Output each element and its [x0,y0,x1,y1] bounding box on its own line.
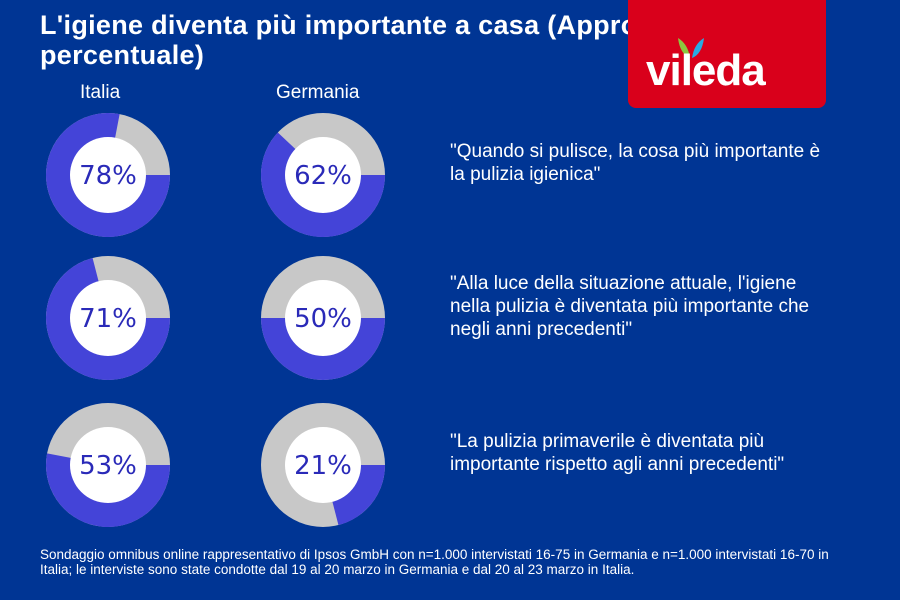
statement-1: "Quando si pulisce, la cosa più importan… [450,141,821,185]
donut-label-italia-3: 53% [79,451,137,481]
column-label-italia: Italia [80,82,121,103]
footnote: Sondaggio omnibus online rappresentativo… [40,547,829,577]
donut-hole [70,137,146,213]
donut-label-germania-3: 21% [294,451,352,481]
donut-label-germania-2: 50% [294,304,352,334]
donut-hole [285,280,361,356]
column-label-germania: Germania [276,82,360,103]
statement-3: "La pulizia primaverile è diventata più … [450,431,785,475]
donut-label-italia-2: 71% [79,304,137,334]
statement-2: "Alla luce della situazione attuale, l'i… [450,273,810,340]
logo-text: vileda [646,46,766,95]
donut-label-germania-1: 62% [294,161,352,191]
donut-hole [70,427,146,503]
donut-hole [70,280,146,356]
donut-hole [285,137,361,213]
donut-label-italia-1: 78% [79,161,137,191]
vileda-logo: vileda [628,0,826,108]
leaf-icon [678,38,704,58]
donut-hole [285,427,361,503]
